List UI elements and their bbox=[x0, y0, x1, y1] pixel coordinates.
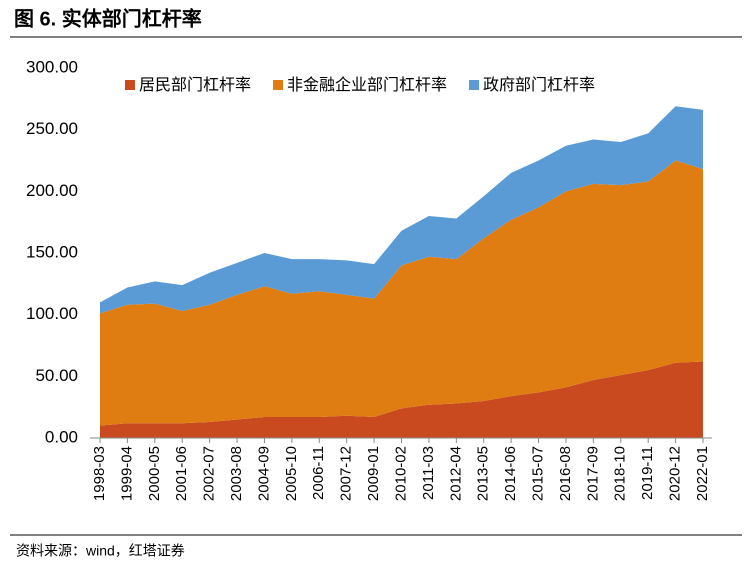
x-tick-label: 2014-06 bbox=[502, 446, 519, 501]
y-tick-label: 0.00 bbox=[45, 427, 78, 446]
x-tick-label: 2018-10 bbox=[612, 446, 629, 501]
chart-title: 图 6. 实体部门杠杆率 bbox=[14, 6, 202, 30]
x-tick-label: 2013-05 bbox=[475, 446, 492, 501]
legend-label: 居民部门杠杆率 bbox=[139, 76, 251, 94]
x-tick-label: 2010-02 bbox=[392, 446, 409, 501]
x-tick-label: 2020-12 bbox=[667, 446, 684, 501]
legend-swatch bbox=[125, 80, 135, 90]
x-tick-label: 2019-11 bbox=[639, 446, 656, 500]
x-tick-label: 2015-07 bbox=[530, 446, 547, 501]
x-tick-label: 2017-09 bbox=[584, 446, 601, 501]
y-tick-label: 300.00 bbox=[26, 57, 78, 76]
x-tick-label: 2004-09 bbox=[255, 446, 272, 501]
x-tick-label: 2016-08 bbox=[557, 446, 574, 501]
legend-swatch bbox=[469, 80, 480, 90]
x-tick-label: 1998-03 bbox=[91, 446, 108, 501]
x-tick-label: 2011-03 bbox=[420, 446, 437, 500]
y-tick-label: 100.00 bbox=[26, 304, 78, 323]
x-tick-label: 1999-04 bbox=[118, 446, 135, 501]
x-tick-label: 2002-07 bbox=[201, 446, 218, 501]
x-tick-label: 2005-10 bbox=[283, 446, 300, 501]
y-tick-label: 150.00 bbox=[26, 242, 78, 261]
x-tick-label: 2000-05 bbox=[146, 446, 163, 501]
x-tick-label: 2006-11 bbox=[310, 446, 327, 500]
y-tick-label: 250.00 bbox=[26, 119, 78, 138]
area bbox=[100, 160, 703, 426]
area bbox=[100, 106, 703, 314]
area bbox=[100, 361, 703, 438]
x-tick-label: 2001-06 bbox=[173, 446, 190, 501]
x-tick-label: 2022-01 bbox=[694, 446, 711, 501]
x-tick-label: 2003-08 bbox=[228, 446, 245, 501]
y-tick-label: 50.00 bbox=[35, 366, 78, 385]
y-tick-label: 200.00 bbox=[26, 181, 78, 200]
legend-label: 政府部门杠杆率 bbox=[483, 76, 595, 94]
source-note: 资料来源：wind，红塔证券 bbox=[16, 543, 185, 559]
x-tick-label: 2007-12 bbox=[338, 446, 355, 501]
x-tick-label: 2009-01 bbox=[365, 446, 382, 501]
legend-label: 非金融企业部门杠杆率 bbox=[287, 76, 447, 94]
legend-swatch bbox=[273, 80, 284, 90]
x-tick-label: 2012-04 bbox=[447, 446, 464, 501]
